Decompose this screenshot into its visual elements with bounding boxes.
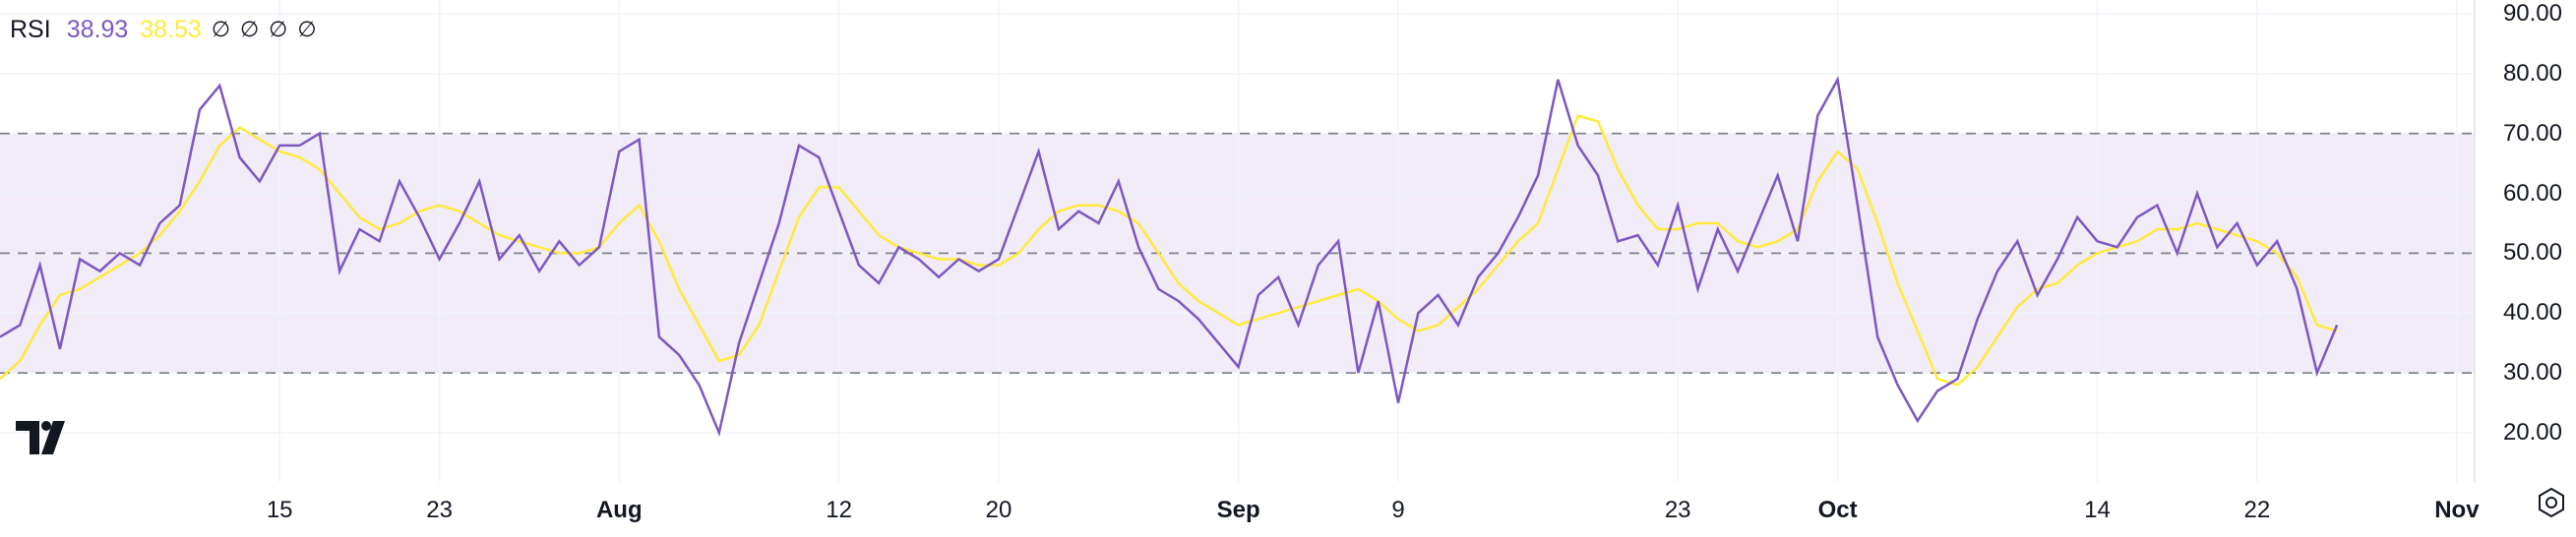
tradingview-logo[interactable] — [16, 421, 77, 459]
na-value-4: ∅ — [297, 17, 317, 41]
x-tick-label: 23 — [426, 497, 453, 523]
band-lines — [0, 132, 2475, 374]
rsi-series-line — [0, 76, 2339, 438]
y-tick-label: 70.00 — [2502, 119, 2562, 147]
indicator-legend[interactable]: RSI 38.93 38.53 ∅ ∅ ∅ ∅ — [10, 12, 317, 47]
x-tick-label: 9 — [1391, 497, 1405, 523]
x-tick-label: 12 — [826, 497, 852, 523]
na-value-1: ∅ — [211, 17, 230, 41]
x-tick-label: 15 — [266, 497, 293, 523]
ma-value: 38.53 — [140, 15, 202, 43]
y-tick-label: 80.00 — [2502, 59, 2562, 87]
y-tick-label: 60.00 — [2502, 179, 2562, 207]
y-tick-label: 30.00 — [2502, 359, 2562, 387]
y-tick-label: 90.00 — [2502, 0, 2562, 27]
x-tick-label: 14 — [2084, 497, 2111, 523]
y-tick-label: 40.00 — [2502, 299, 2562, 327]
y-tick-label: 20.00 — [2502, 419, 2562, 446]
x-tick-label: 20 — [985, 497, 1012, 523]
gear-icon — [2539, 487, 2564, 518]
x-tick-label: 23 — [1664, 497, 1691, 523]
x-tick-label: Oct — [1817, 497, 1858, 523]
ma-series-line — [0, 113, 2338, 387]
settings-icon[interactable] — [2537, 487, 2566, 522]
y-tick-label: 50.00 — [2502, 239, 2562, 267]
x-tick-label: Nov — [2434, 497, 2480, 523]
na-value-2: ∅ — [239, 17, 260, 41]
indicator-title: RSI — [10, 15, 51, 43]
na-value-3: ∅ — [269, 17, 288, 41]
x-tick-label: Aug — [595, 497, 643, 523]
tv-logo-icon — [16, 421, 65, 454]
x-tick-label: 22 — [2243, 497, 2271, 523]
rsi-value: 38.93 — [66, 15, 129, 43]
x-tick-label: Sep — [1216, 497, 1260, 523]
